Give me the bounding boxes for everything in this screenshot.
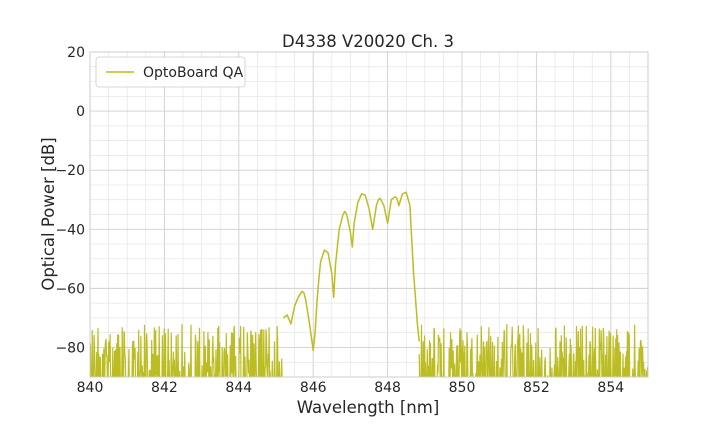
y-tick-label: 0: [76, 104, 85, 120]
x-tick-label: 852: [523, 380, 550, 396]
x-tick-label: 850: [449, 380, 476, 396]
y-tick-label: −40: [55, 222, 85, 238]
x-tick-label: 840: [77, 380, 104, 396]
x-tick-label: 846: [300, 380, 327, 396]
x-axis-label: Wavelength [nm]: [297, 398, 440, 417]
y-tick-label: −60: [55, 281, 85, 297]
x-axis: 840 842 844 846 848 850 852 854: [77, 380, 625, 396]
y-tick-label: −20: [55, 163, 85, 179]
y-axis: 20 0 −20 −40 −60 −80: [55, 45, 85, 356]
x-tick-label: 854: [597, 380, 624, 396]
x-tick-label: 844: [225, 380, 252, 396]
series-line: [282, 191, 420, 352]
chart-grid: [89, 51, 649, 378]
plot-frame: [89, 51, 649, 378]
legend: OptoBoard QA: [95, 56, 246, 88]
noise-floor: [90, 324, 283, 377]
legend-box: [95, 56, 246, 88]
legend-label: OptoBoard QA: [143, 65, 244, 81]
y-tick-label: 20: [67, 45, 85, 61]
y-tick-label: −80: [55, 340, 85, 356]
x-tick-label: 848: [374, 380, 401, 396]
chart-title: D4338 V20020 Ch. 3: [282, 32, 454, 51]
x-tick-label: 842: [151, 380, 178, 396]
y-axis-label: Optical Power [dB]: [39, 137, 58, 290]
